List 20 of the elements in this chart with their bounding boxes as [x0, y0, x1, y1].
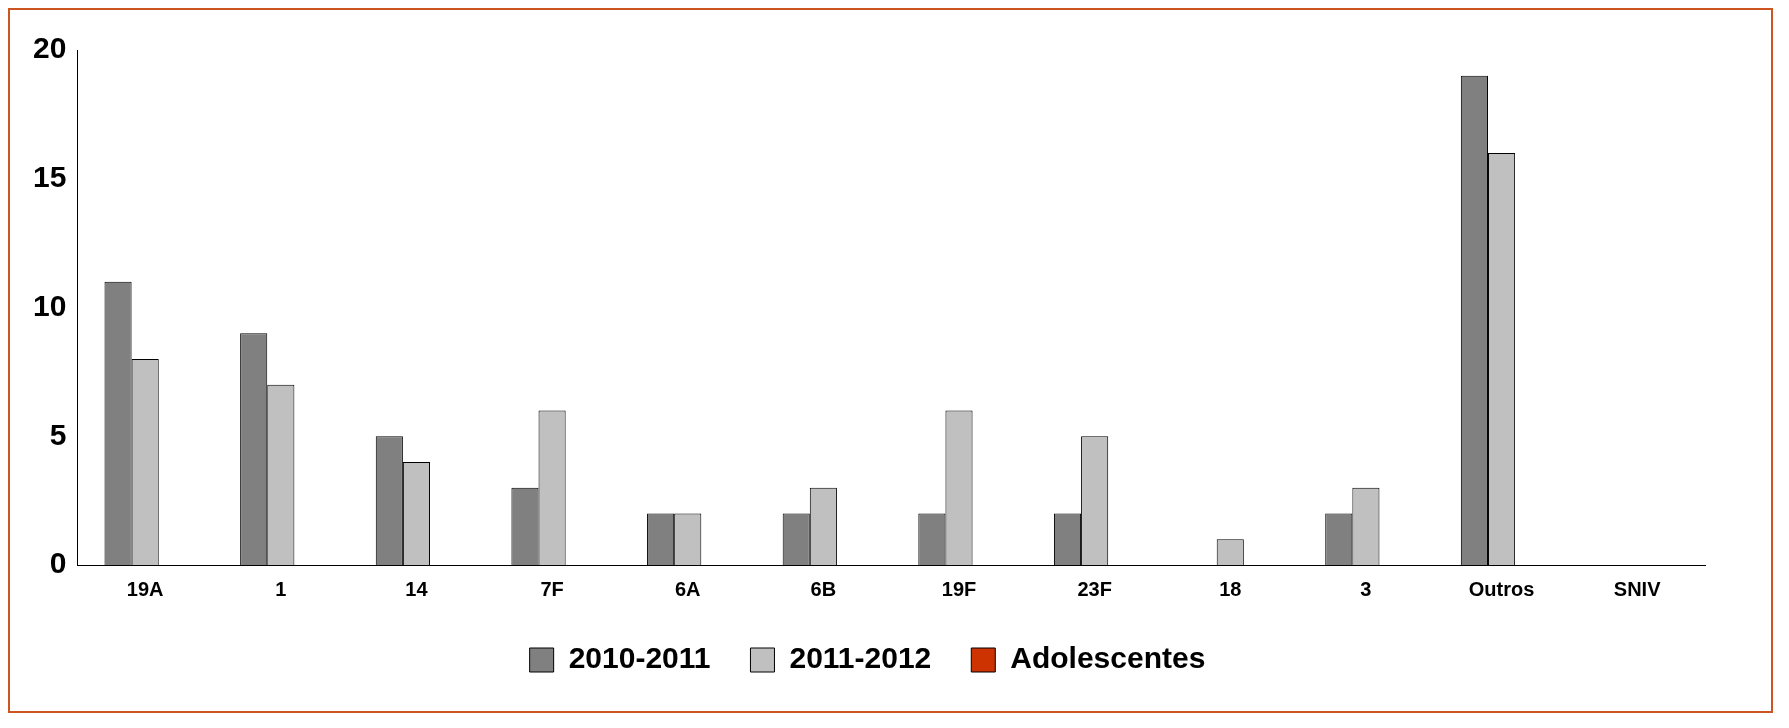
x-tick-label: SNIV — [1613, 577, 1662, 600]
x-tick-label: 3 — [1360, 577, 1372, 600]
legend-label: Adolescentes — [1010, 641, 1206, 675]
legend-label: 2011-2012 — [789, 641, 932, 675]
x-tick-label: 14 — [405, 577, 429, 600]
y-tick-label: 10 — [32, 288, 67, 322]
x-tick-label: 6A — [674, 577, 701, 600]
y-tick-label: 0 — [49, 546, 67, 580]
x-tick-label: 7F — [540, 577, 564, 600]
x-tick-label: 6B — [810, 577, 837, 600]
x-tick-label: 1 — [275, 577, 287, 600]
x-tick-label: 19F — [941, 577, 977, 600]
y-tick-label: 5 — [49, 417, 67, 451]
x-tick-label: 19A — [126, 577, 164, 600]
legend-label: 2010-2011 — [568, 641, 711, 675]
y-tick-label: 20 — [32, 31, 67, 65]
y-tick-label: 15 — [32, 160, 67, 194]
x-tick-label: 23F — [1077, 577, 1112, 600]
x-tick-label: Outros — [1468, 577, 1535, 600]
x-tick-label: 18 — [1219, 577, 1242, 600]
